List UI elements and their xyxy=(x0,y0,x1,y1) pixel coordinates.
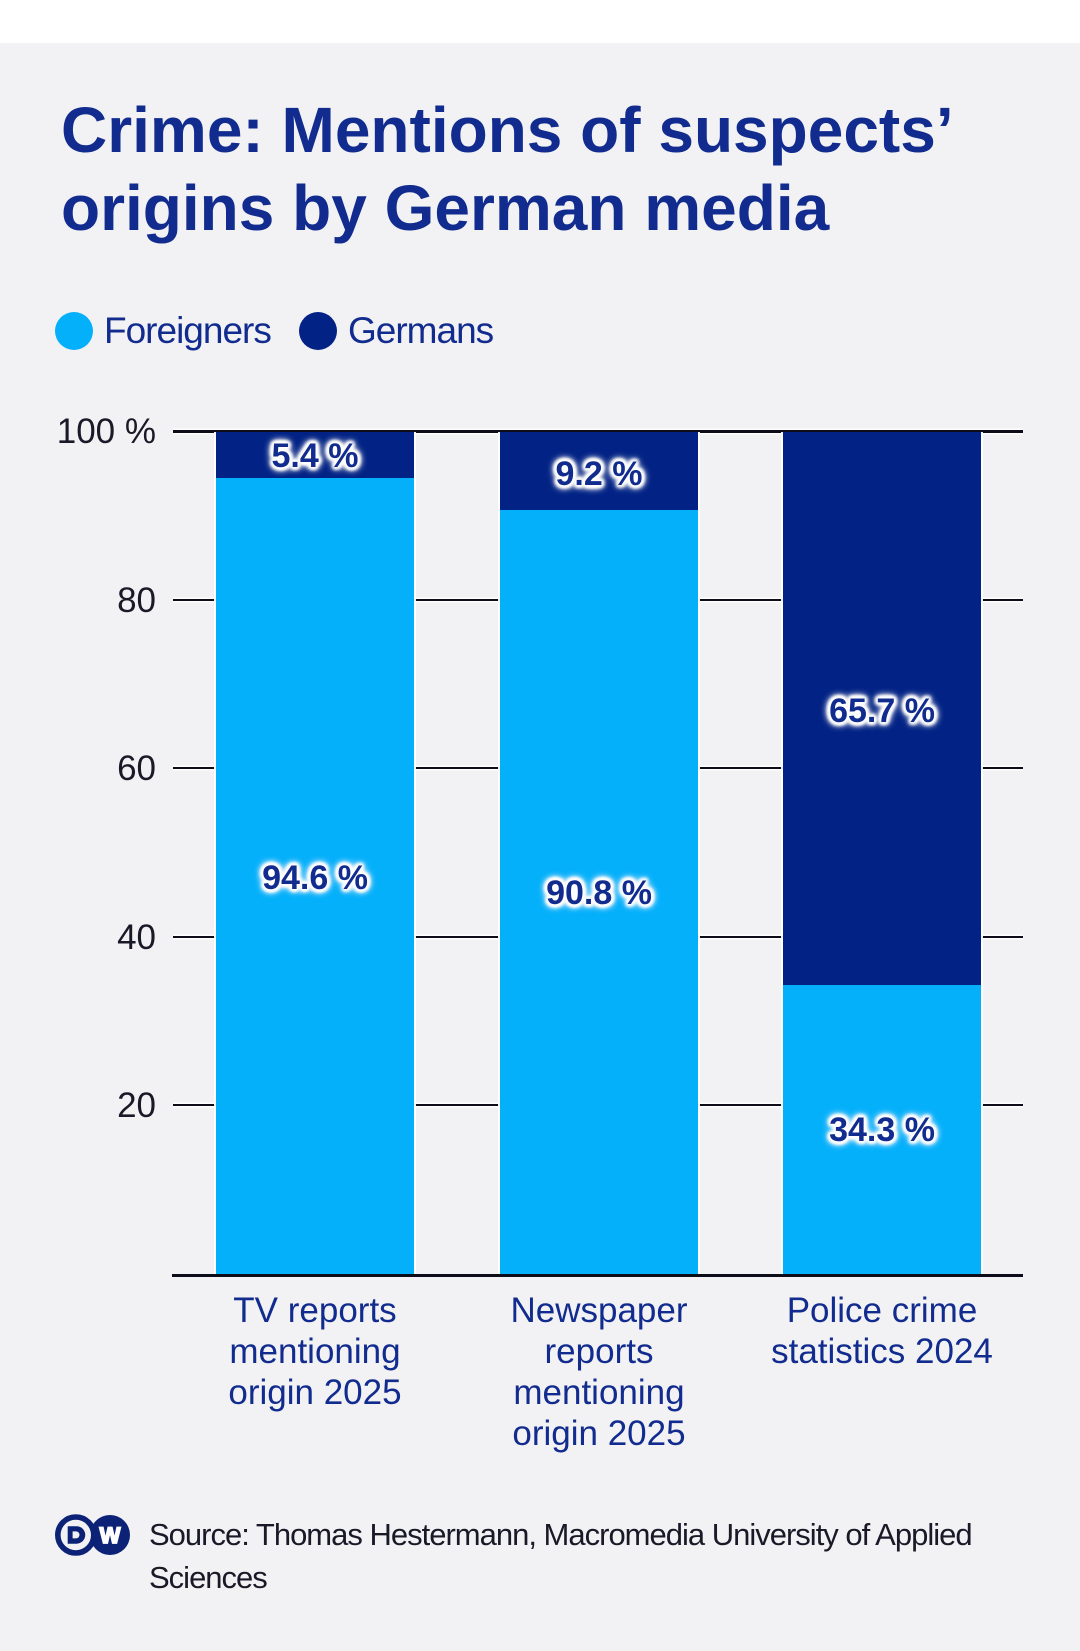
svg-text:W: W xyxy=(100,1523,121,1548)
